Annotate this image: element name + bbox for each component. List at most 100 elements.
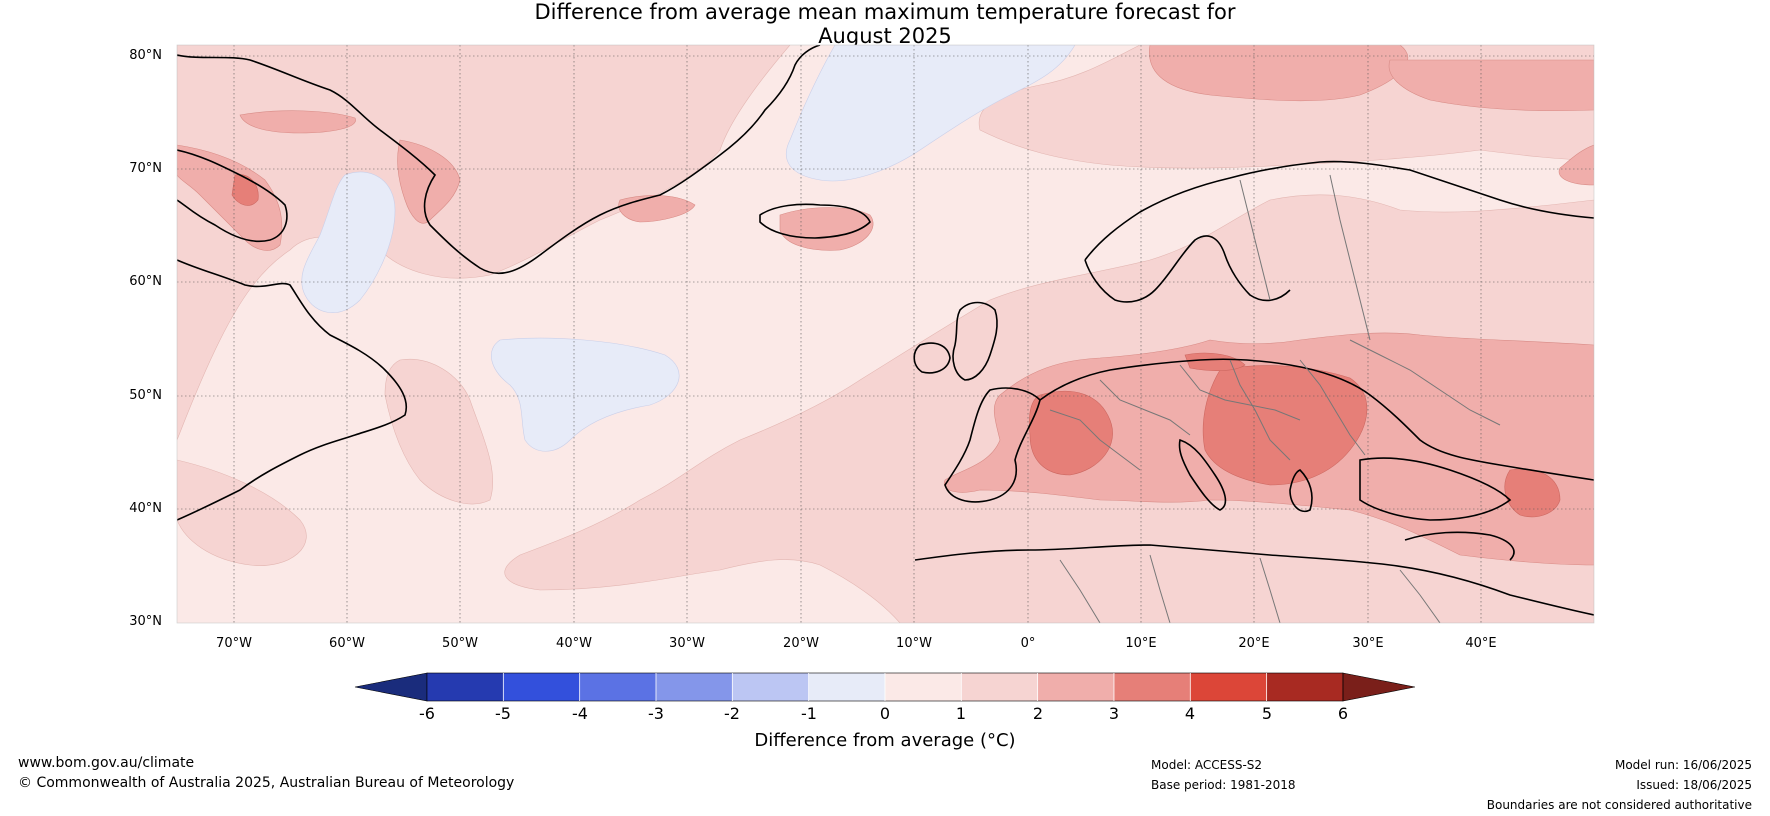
border-line-11 xyxy=(1259,557,1281,623)
colorbar-segment xyxy=(1266,673,1344,701)
anomaly-region-atlantic-small xyxy=(177,459,307,566)
coast-turkey xyxy=(1404,531,1515,561)
colorbar xyxy=(354,672,1416,702)
map-title-line2: August 2025 xyxy=(818,24,952,48)
border-line-9 xyxy=(1059,559,1101,623)
anomaly-m1-0-regions xyxy=(301,45,1076,452)
lon-label-10e: 10°E xyxy=(1125,636,1157,651)
lat-label-50n: 50°N xyxy=(129,388,162,403)
footer-model-run: Model run: 16/06/2025 xyxy=(1614,758,1752,772)
anomaly-region-caucasus xyxy=(1504,468,1561,518)
footer-disclaimer: Boundaries are not considered authoritat… xyxy=(1486,798,1752,812)
colorbar-tick: 3 xyxy=(1108,704,1120,723)
coast-iceland xyxy=(759,203,871,239)
coast-iberia-france xyxy=(944,387,1041,503)
coast-north-africa xyxy=(914,544,1594,616)
coast-scandinavia-south xyxy=(1084,235,1291,303)
map-frame xyxy=(176,44,1595,624)
lon-label-20e: 20°E xyxy=(1238,636,1270,651)
colorbar-segment xyxy=(732,673,810,701)
colorbar-segment xyxy=(655,673,733,701)
colorbar-tick: -4 xyxy=(572,704,588,723)
lat-label-40n: 40°N xyxy=(129,501,162,516)
coast-baffin-island xyxy=(177,149,288,243)
lat-label-80n: 80°N xyxy=(129,48,162,63)
lon-label-60w: 60°W xyxy=(329,636,365,651)
colorbar-tick: -2 xyxy=(724,704,740,723)
lon-label-30e: 30°E xyxy=(1352,636,1384,651)
lon-label-40e: 40°E xyxy=(1465,636,1497,651)
borders xyxy=(1049,174,1501,623)
anomaly-region-west-atlantic xyxy=(384,358,494,505)
colorbar-tick: 6 xyxy=(1337,704,1349,723)
colorbar-segment xyxy=(503,673,581,701)
anomaly-field xyxy=(177,45,1594,623)
anomaly-region-baffin-hot xyxy=(231,174,259,206)
coast-labrador xyxy=(177,259,407,521)
lon-label-50w: 50°W xyxy=(442,636,478,651)
coast-greece xyxy=(1289,469,1313,512)
border-line-4 xyxy=(1229,359,1291,461)
footer-website: www.bom.gov.au/climate xyxy=(18,755,195,771)
anomaly-region-iceland xyxy=(779,207,874,251)
colorbar-segment xyxy=(579,673,657,701)
colorbar-tick: 4 xyxy=(1184,704,1196,723)
coast-central-europe xyxy=(1039,358,1594,481)
colorbar-tick: -6 xyxy=(419,704,435,723)
colorbar-tick: 5 xyxy=(1261,704,1273,723)
colorbar-segment xyxy=(1190,673,1268,701)
anomaly-region-denmark-strait xyxy=(785,45,1076,182)
lon-label-30w: 30°W xyxy=(669,636,705,651)
lat-label-60n: 60°N xyxy=(129,274,162,289)
lon-label-0: 0° xyxy=(1020,636,1036,651)
coast-ireland xyxy=(913,342,951,374)
colorbar-segment xyxy=(884,673,962,701)
footer-copyright: © Commonwealth of Australia 2025, Austra… xyxy=(18,775,515,791)
coast-italy xyxy=(1178,438,1227,511)
border-line-3 xyxy=(1179,364,1301,421)
colorbar-tick: -3 xyxy=(648,704,664,723)
border-line-7 xyxy=(1239,179,1271,301)
border-line-6 xyxy=(1349,339,1501,426)
colorbar-segment xyxy=(1037,673,1115,701)
colorbar-extend-high xyxy=(1342,672,1416,702)
map-title: Difference from average mean maximum tem… xyxy=(0,0,1770,48)
border-line-1 xyxy=(1049,409,1141,471)
anomaly-region-baffin xyxy=(239,110,356,134)
lat-label-70n: 70°N xyxy=(129,161,162,176)
border-line-10 xyxy=(1149,554,1171,623)
footer-issued: Issued: 18/06/2025 xyxy=(1636,778,1752,792)
anomaly-region-east-edge xyxy=(1558,144,1594,186)
coast-black-sea xyxy=(1359,457,1512,521)
coastlines xyxy=(177,45,1594,616)
lon-label-10w: 10°W xyxy=(896,636,932,651)
colorbar-tick: 0 xyxy=(879,704,891,723)
footer-model: Model: ACCESS-S2 xyxy=(1151,758,1263,772)
colorbar-tick: 2 xyxy=(1032,704,1044,723)
coast-scandinavia-north xyxy=(1084,160,1594,261)
lat-label-30n: 30°N xyxy=(129,614,162,629)
colorbar-tick: -5 xyxy=(495,704,511,723)
anomaly-region-kara xyxy=(1388,59,1594,111)
colorbar-tick: -1 xyxy=(801,704,817,723)
colorbar-tick: 1 xyxy=(955,704,967,723)
border-line-12 xyxy=(1399,569,1441,623)
coast-greenland xyxy=(177,45,821,275)
coast-britain xyxy=(952,301,998,381)
lon-label-40w: 40°W xyxy=(556,636,592,651)
graticule xyxy=(177,45,1594,623)
anomaly-region-mid-atlantic xyxy=(491,337,680,452)
border-line-2 xyxy=(1099,379,1191,436)
lon-label-20w: 20°W xyxy=(783,636,819,651)
anomaly-region-labrador-sea xyxy=(301,171,396,314)
colorbar-segment xyxy=(808,673,886,701)
colorbar-extend-low xyxy=(354,672,428,702)
colorbar-segment xyxy=(961,673,1039,701)
anomaly-region-greenland-west xyxy=(397,139,461,224)
border-line-8 xyxy=(1329,174,1371,341)
border-line-5 xyxy=(1299,359,1366,456)
colorbar-segment xyxy=(427,673,504,701)
map-title-line1: Difference from average mean maximum tem… xyxy=(534,0,1236,24)
anomaly-region-north-of-alps xyxy=(1184,352,1246,371)
